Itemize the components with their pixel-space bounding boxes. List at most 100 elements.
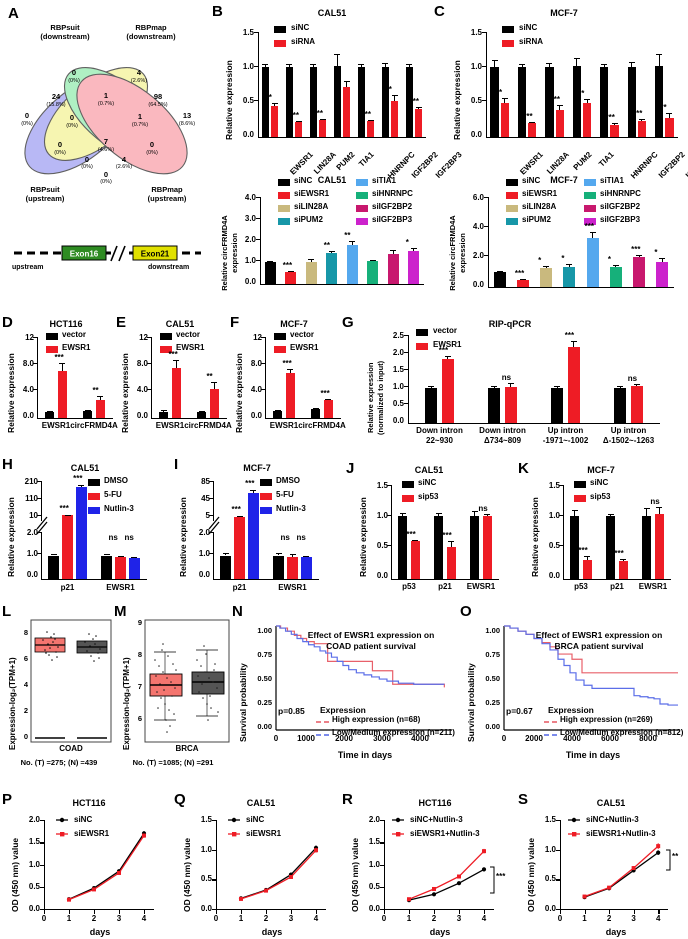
legend-swatch-siTIA1 bbox=[584, 179, 596, 186]
error-p21-0 bbox=[438, 512, 440, 517]
panel-g-ytick-2: 1.5 bbox=[392, 365, 404, 374]
xtick-PUM2: PUM2 bbox=[571, 150, 594, 173]
panel-c2-xaxis bbox=[488, 287, 674, 289]
error-IGF2BP3-siNC bbox=[408, 63, 410, 67]
panel-i-xaxis bbox=[213, 579, 319, 581]
panel-i: I MCF-7 Relative expression 85 45 5 2.0 … bbox=[172, 455, 340, 605]
panel-h-legend-1: 5-FU bbox=[104, 490, 122, 499]
panel-l-boxplot bbox=[30, 619, 112, 743]
bar-siTIA1 bbox=[346, 245, 358, 284]
panel-o-km-plot bbox=[503, 625, 680, 731]
bar-circFRMD4A-vector bbox=[310, 409, 321, 418]
panel-i-yaxis-upper bbox=[213, 481, 215, 521]
panel-s: S CAL51 OD (450 nm) value 1.5 1.0 0.5 0.0 s… bbox=[516, 790, 688, 939]
error-cap bbox=[50, 554, 57, 556]
ytick-1.0: 1.0 bbox=[368, 859, 380, 869]
panel-e-xaxis bbox=[151, 418, 227, 420]
panel-m-ytick-0: 9 bbox=[137, 618, 142, 627]
bar-siNC bbox=[493, 272, 506, 287]
panel-k-bars bbox=[563, 485, 671, 579]
panel-k-title: MCF-7 bbox=[587, 465, 615, 475]
panel-o: O Survival probability 1.00 0.75 0.50 0.… bbox=[458, 602, 688, 790]
panel-n-xtick-0: 0 bbox=[273, 734, 279, 743]
panel-r-yaxis bbox=[384, 820, 386, 910]
panel-b-bars bbox=[258, 32, 426, 137]
panel-s-line-plot bbox=[582, 843, 661, 900]
panel-f-ytick-1: 8.0 bbox=[250, 359, 262, 368]
xtick-mark bbox=[584, 910, 586, 914]
panel-j-legend-swatch-0 bbox=[402, 481, 414, 488]
panel-p-yaxis bbox=[44, 820, 46, 910]
ytick-1.0: 1.0 bbox=[28, 859, 40, 869]
panel-g-title: RIP-qPCR bbox=[488, 319, 532, 329]
bar-p53-sip53 bbox=[582, 560, 593, 579]
venn-count-14: 0 bbox=[104, 170, 108, 179]
panel-f-bars bbox=[265, 337, 341, 418]
panel-i-legend-swatch-1 bbox=[260, 493, 272, 500]
error-cap bbox=[406, 63, 413, 65]
error-cap bbox=[496, 270, 503, 272]
venn-set3-line2: (upstream) bbox=[147, 193, 187, 203]
panel-o-legend-1: Low/Medium expression (n=812) bbox=[560, 728, 684, 737]
panel-m-ytick-2: 7 bbox=[137, 682, 142, 691]
panel-k-yaxis bbox=[563, 485, 565, 580]
bar-EWSR1-Nutlin-3 bbox=[128, 558, 140, 579]
xtick-EWSR1: EWSR1 bbox=[288, 150, 315, 177]
venn-set0-line1: RBPsuit bbox=[50, 23, 80, 32]
gene-structure-diagram: Exon16 Exon21 bbox=[14, 245, 201, 262]
bar-siLIN28A bbox=[305, 262, 317, 284]
panel-h-axis-break-icon bbox=[36, 516, 48, 535]
panel-n-ytick-0: 1.00 bbox=[257, 626, 272, 635]
panel-i-yaxis-lower bbox=[213, 532, 215, 580]
sig-siEWSR1: *** bbox=[514, 268, 525, 278]
error-cap bbox=[410, 247, 417, 249]
legend-swatch-siNC bbox=[506, 179, 518, 186]
panel-j-bars bbox=[391, 485, 499, 579]
downstream-label: downstream bbox=[148, 264, 190, 271]
legend-swatch-siEWSR1 bbox=[506, 192, 518, 199]
venn-pct-13: (2.6%) bbox=[116, 164, 132, 170]
panel-c: C MCF-7 Relative expression 1.5 1.0 0.5 … bbox=[434, 0, 688, 181]
panel-b-ytick-3: 0.0 bbox=[242, 130, 254, 139]
panel-n: N Survival probability 1.00 0.75 0.50 0.… bbox=[230, 602, 458, 790]
sig-p53: *** bbox=[406, 530, 416, 540]
sig-circFRMD4A: ** bbox=[92, 386, 99, 396]
venn-count-11: 0 bbox=[150, 140, 154, 149]
sig-ewsr1-0: ns bbox=[280, 533, 290, 542]
ytick-1.0: 1.0 bbox=[200, 844, 212, 854]
error-TIA1-siNC bbox=[336, 53, 338, 66]
legend-swatch-siIGF2BP2 bbox=[584, 205, 596, 212]
xtick-2: 2 bbox=[91, 914, 97, 923]
bar-EWSR1-siNC bbox=[641, 516, 652, 579]
xtick-PUM2: PUM2 bbox=[334, 150, 357, 173]
xtick-2: 2 bbox=[431, 914, 437, 923]
panel-s-legend-marker-1 bbox=[568, 832, 580, 837]
ytick-mark bbox=[380, 909, 384, 911]
panel-g-legend-swatch-1 bbox=[416, 343, 428, 350]
panel-m-boxplot bbox=[144, 619, 230, 743]
panel-i-title: MCF-7 bbox=[243, 463, 271, 473]
error-cap bbox=[198, 411, 205, 413]
error-IGF2BP2-siNC bbox=[631, 62, 633, 67]
legend-label-siIGF2BP3: siIGF2BP3 bbox=[372, 215, 413, 224]
venn-pct-5: (0%) bbox=[21, 121, 33, 127]
xtick-circFRMD4A: circFRMD4A bbox=[184, 421, 232, 430]
error-cap bbox=[633, 383, 640, 385]
panel-s-legend-1: siEWSR1+Nutlin-3 bbox=[586, 829, 656, 838]
panel-q-label: Q bbox=[174, 791, 186, 808]
xtick-EWSR1: EWSR1 bbox=[106, 583, 135, 592]
ytick-1.5: 1.5 bbox=[368, 837, 380, 847]
panel-g-ytick-3: 1.0 bbox=[392, 382, 404, 391]
sig-IGF2BP3: ** bbox=[660, 103, 667, 113]
error-cap bbox=[620, 558, 627, 560]
venn-set1-line2: (downstream) bbox=[126, 31, 176, 41]
bar-EWSR1-siNC bbox=[490, 67, 499, 137]
panel-b2-xaxis bbox=[260, 284, 424, 286]
panel-q-legend-marker-0 bbox=[228, 817, 240, 823]
panel-p-xaxis bbox=[44, 909, 154, 911]
ytick-mark bbox=[556, 909, 560, 911]
bar-HNRNPC-siRNA bbox=[367, 120, 375, 137]
ytick-2.0: 2.0 bbox=[368, 815, 380, 824]
panel-d-title: HCT116 bbox=[49, 319, 83, 329]
panel-j-ytick-2: 0.5 bbox=[376, 541, 388, 550]
